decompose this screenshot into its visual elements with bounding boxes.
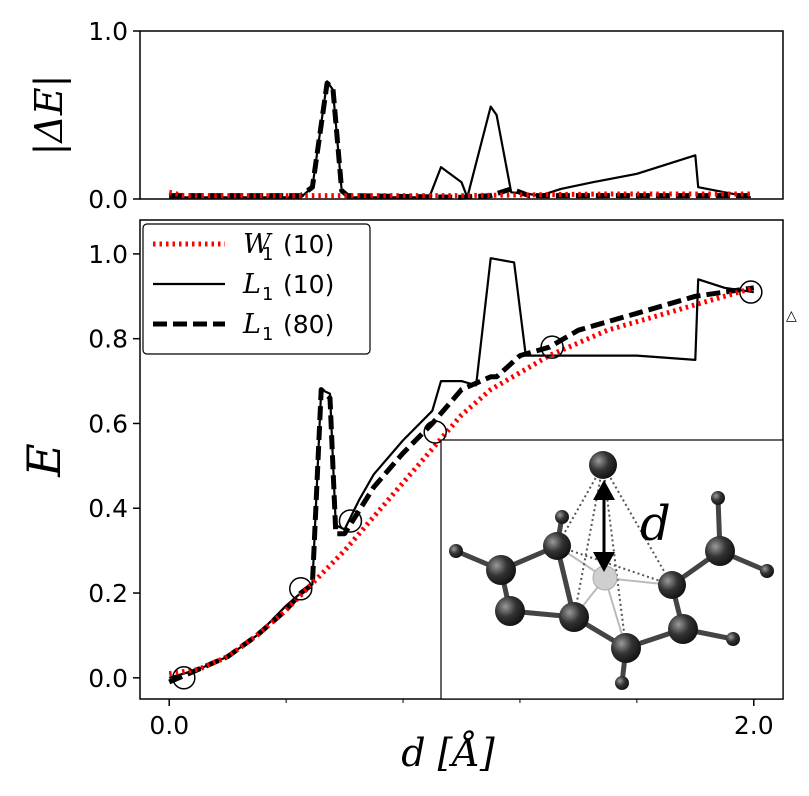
top-ytick-label: 0.0	[88, 185, 128, 214]
legend-subscript: 1	[262, 244, 273, 265]
legend-suffix: (10)	[283, 230, 334, 259]
bottom-ytick-label: 0.4	[88, 494, 128, 523]
bottom-ytick-label: 0.8	[88, 325, 128, 354]
reference-point-marker	[289, 577, 313, 601]
bottom-ytick-label: 0.0	[88, 664, 128, 693]
bottom-series-l1-80	[168, 285, 755, 685]
legend-label: L	[242, 309, 261, 340]
legend-items: W1 (10)L 1 (10)L 1 (80)	[153, 229, 334, 345]
top-ylabel: |ΔE|	[27, 75, 71, 156]
reference-point-marker	[423, 420, 447, 444]
bottom-series-w1-10	[168, 285, 755, 677]
legend-subscript: 1	[262, 324, 273, 345]
reference-point-marker	[739, 280, 763, 304]
molecule-inset: d	[440, 439, 784, 700]
bottom-series-group	[168, 257, 755, 685]
molecule-atoms	[449, 451, 774, 690]
bottom-xticks: 0.0 2.0	[149, 699, 774, 740]
top-panel-frame	[139, 30, 784, 200]
bottom-ytick-label: 1.0	[88, 240, 128, 269]
legend-label: W	[243, 229, 273, 260]
legend: W1 (10)L 1 (10)L 1 (80)	[142, 223, 371, 355]
bottom-ylabel: E	[17, 443, 71, 478]
top-ytick-label: 1.0	[88, 17, 128, 46]
bottom-yticks: 0.0 0.2 0.4 0.6 0.8 1.0	[88, 240, 140, 693]
top-series-l1-10	[169, 80, 752, 199]
reference-point-marker	[338, 509, 363, 533]
legend-label: L	[242, 269, 261, 300]
bottom-xtick-label: 0.0	[149, 711, 189, 740]
legend-suffix: (10)	[283, 270, 334, 299]
bottom-panel: 0.00.20.40.60.81.0 0.0 2.0 E d [Å] △ W1 (1…	[17, 219, 797, 775]
reference-point-marker	[172, 666, 196, 690]
bottom-xtick-label: 2.0	[734, 711, 774, 740]
top-yticks: 0.0 1.0	[88, 17, 140, 214]
legend-subscript: 1	[262, 284, 273, 305]
inset-d-label: d	[640, 496, 671, 552]
legend-suffix: (80)	[283, 310, 334, 339]
triangle-marker-icon: △	[786, 308, 797, 324]
distance-arrow	[593, 480, 615, 572]
bottom-xlabel: d [Å]	[401, 731, 495, 775]
bottom-ytick-label: 0.2	[88, 579, 128, 608]
bottom-markers-group	[172, 280, 763, 690]
reference-point-marker	[540, 335, 564, 359]
top-series-group	[168, 80, 754, 200]
top-series-w1-10	[168, 189, 754, 199]
bottom-ytick-label: 0.6	[88, 409, 128, 438]
top-panel: 0.0 1.0 |ΔE|	[27, 17, 784, 214]
